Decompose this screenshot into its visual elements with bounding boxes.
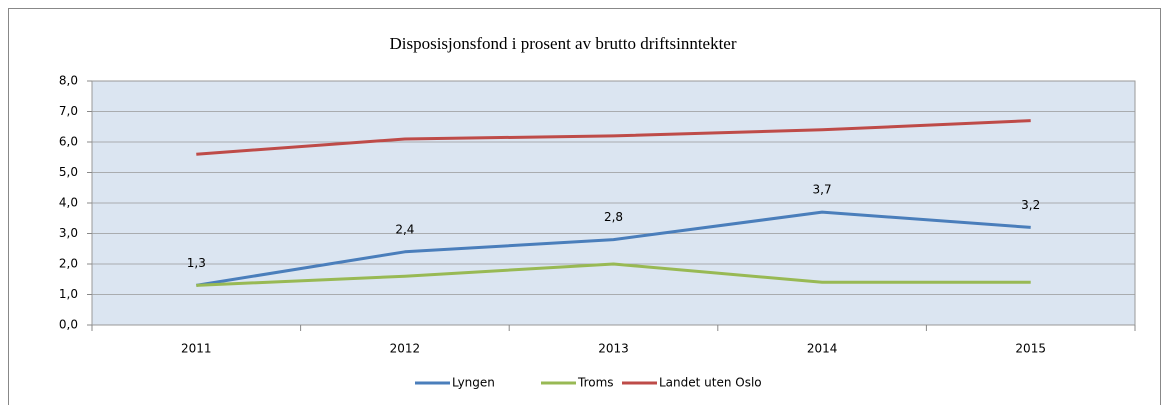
y-tick-label: 8,0 — [59, 74, 78, 88]
data-label: 3,7 — [813, 183, 832, 197]
chart-title: Disposisjonsfond i prosent av brutto dri… — [389, 34, 736, 53]
y-tick-label: 2,0 — [59, 257, 78, 271]
x-tick-label: 2015 — [1015, 342, 1046, 356]
y-tick-label: 1,0 — [59, 287, 78, 301]
y-tick-label: 4,0 — [59, 196, 78, 210]
x-tick-label: 2013 — [598, 342, 629, 356]
data-label: 2,8 — [604, 210, 623, 224]
x-tick-label: 2012 — [390, 342, 421, 356]
series-line — [196, 262, 1031, 287]
series-line — [196, 210, 1031, 287]
data-label: 1,3 — [187, 256, 206, 270]
y-tick-label: 6,0 — [59, 135, 78, 149]
series-line — [196, 119, 1031, 156]
y-tick-label: 3,0 — [59, 226, 78, 240]
x-tick-label: 2014 — [807, 342, 838, 356]
legend-label: Lyngen — [452, 376, 495, 390]
legend-label: Landet uten Oslo — [659, 376, 762, 390]
legend-label: Troms — [577, 376, 614, 390]
x-tick-label: 2011 — [181, 342, 212, 356]
data-label: 2,4 — [395, 222, 414, 236]
y-tick-label: 0,0 — [59, 318, 78, 332]
y-tick-label: 5,0 — [59, 165, 78, 179]
y-tick-label: 7,0 — [59, 104, 78, 118]
data-label: 3,2 — [1021, 198, 1040, 212]
